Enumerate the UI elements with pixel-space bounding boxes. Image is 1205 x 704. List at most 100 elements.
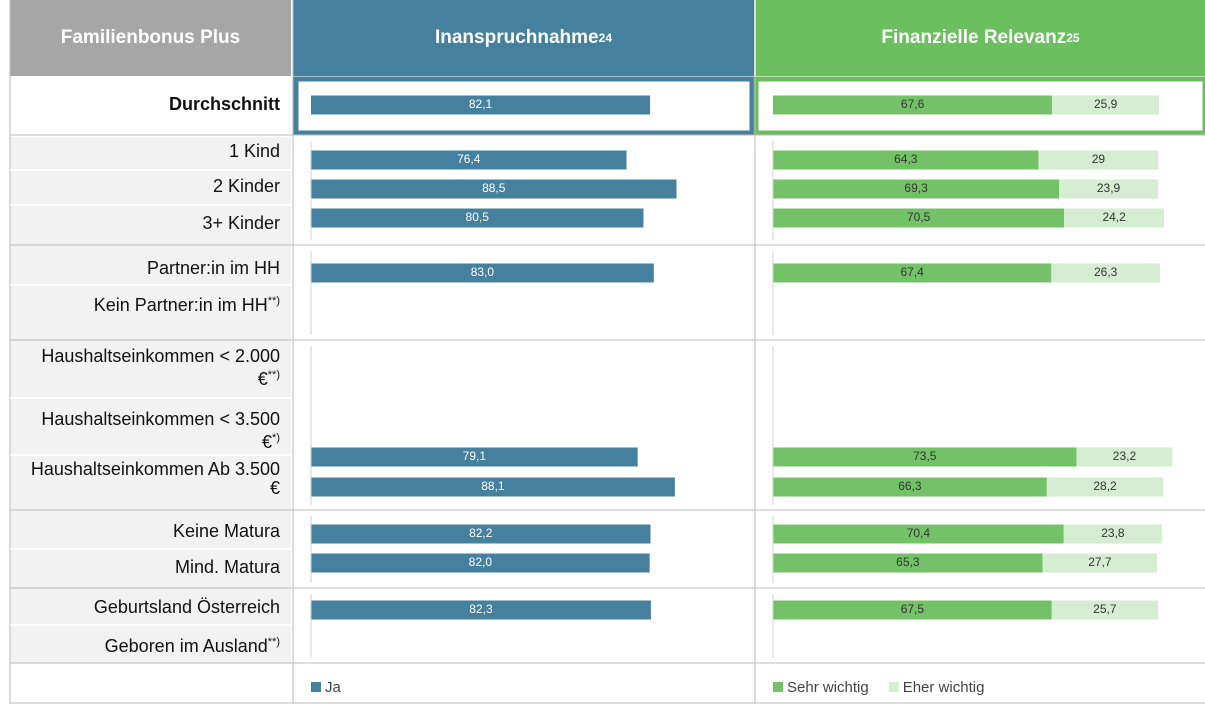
separators xyxy=(9,0,1205,704)
value-label: 82,1 xyxy=(469,97,493,111)
value-label: 29 xyxy=(1092,152,1106,166)
row-label-text: Haushaltseinkommen < 2.000 € xyxy=(41,346,280,389)
bar-segment xyxy=(1038,150,1159,170)
row-label-text: Geburtsland Österreich xyxy=(93,597,280,617)
bar-segment xyxy=(773,600,1052,620)
row-label: Geboren im Ausland**) xyxy=(20,633,280,656)
value-label: 67,6 xyxy=(901,97,925,111)
bar xyxy=(311,150,627,170)
row-label-note: **) xyxy=(267,636,280,648)
header-bg xyxy=(756,0,1205,76)
value-label: 27,7 xyxy=(1088,555,1112,569)
legend-label: Ja xyxy=(325,679,342,696)
bar xyxy=(311,447,638,467)
bar-segment xyxy=(773,477,1047,497)
value-label: 25,7 xyxy=(1093,602,1117,616)
bar-segment xyxy=(773,208,1065,228)
bar xyxy=(311,477,675,497)
row-label-text: Keine Matura xyxy=(172,521,280,541)
bar-segment xyxy=(1063,524,1163,544)
row-label-text: Haushaltseinkommen Ab 3.500 € xyxy=(30,459,280,498)
row-label: Haushaltseinkommen < 3.500 €*) xyxy=(20,410,280,452)
value-label: 79,1 xyxy=(463,449,487,463)
value-label: 70,5 xyxy=(907,210,931,224)
row-label-text: Durchschnitt xyxy=(168,94,280,114)
value-label: 24,2 xyxy=(1102,210,1126,224)
bar xyxy=(311,524,651,544)
legend-swatch xyxy=(888,682,899,692)
bar xyxy=(311,600,651,620)
highlight xyxy=(753,76,1205,136)
row-label: Haushaltseinkommen Ab 3.500 € xyxy=(20,460,280,498)
bar xyxy=(311,263,654,283)
row-label-text: Partner:in im HH xyxy=(146,258,280,278)
value-label: 82,3 xyxy=(469,602,493,616)
bar xyxy=(311,553,650,573)
value-label: 28,2 xyxy=(1093,479,1117,493)
row-label: 3+ Kinder xyxy=(20,214,280,233)
bar-segment xyxy=(1051,263,1160,283)
row-label: Partner:in im HH xyxy=(20,259,280,278)
row-label: Keine Matura xyxy=(20,522,280,541)
value-label: 23,8 xyxy=(1101,526,1125,540)
bar-segment xyxy=(1059,179,1158,199)
row-label: Geburtsland Österreich xyxy=(20,598,280,617)
bar-segment xyxy=(773,447,1077,467)
bar-segment xyxy=(1046,477,1164,497)
bar-segment xyxy=(1042,553,1158,573)
bar-segment xyxy=(773,179,1060,199)
value-label: 69,3 xyxy=(904,181,928,195)
row-label: Durchschnitt xyxy=(20,95,280,114)
bar-segment xyxy=(773,263,1052,283)
value-label: 80,5 xyxy=(466,210,490,224)
bar xyxy=(311,95,651,115)
value-label: 82,2 xyxy=(469,526,493,540)
bar-segment xyxy=(773,553,1043,573)
value-label: 67,5 xyxy=(901,602,925,616)
value-label: 88,1 xyxy=(481,479,505,493)
bar xyxy=(311,179,677,199)
value-label: 67,4 xyxy=(901,265,925,279)
row-label-text: 2 Kinder xyxy=(212,176,280,196)
value-label: 82,0 xyxy=(469,555,493,569)
value-label: 26,3 xyxy=(1094,265,1118,279)
row-label-text: 1 Kind xyxy=(228,141,280,161)
bar-segment xyxy=(1076,447,1173,467)
value-label: 83,0 xyxy=(471,265,495,279)
row-label-text: Kein Partner:in im HH xyxy=(93,295,268,315)
label-bg xyxy=(10,137,291,663)
value-label: 25,9 xyxy=(1094,97,1118,111)
legend-label: Eher wichtig xyxy=(903,679,985,696)
value-label: 23,9 xyxy=(1097,181,1121,195)
row-label: 2 Kinder xyxy=(20,177,280,196)
value-label: 70,4 xyxy=(907,526,931,540)
legend-swatch xyxy=(773,682,783,692)
bar-segment xyxy=(773,95,1053,115)
bar-segment xyxy=(773,524,1064,544)
row-label: Mind. Matura xyxy=(20,558,280,577)
highlight xyxy=(293,76,755,136)
bar-segment xyxy=(773,150,1039,170)
header-col1: Inanspruchnahme 24 xyxy=(434,27,612,48)
row-label: Kein Partner:in im HH**) xyxy=(80,292,280,315)
row-label-text: Mind. Matura xyxy=(174,557,280,577)
row-label: 1 Kind xyxy=(20,142,280,161)
header-bg xyxy=(10,0,291,76)
row-label-text: 3+ Kinder xyxy=(202,213,280,233)
value-label: 88,5 xyxy=(482,181,506,195)
row-label-note: **) xyxy=(267,295,280,307)
value-label: 73,5 xyxy=(913,449,937,463)
value-label: 64,3 xyxy=(894,152,918,166)
header-col2: Finanzielle Relevanz 25 xyxy=(881,27,1080,48)
row-label-text: Haushaltseinkommen < 3.500 € xyxy=(41,409,280,452)
header-label: Familienbonus Plus xyxy=(60,27,241,48)
bar xyxy=(311,208,644,228)
value-label: 23,2 xyxy=(1113,449,1137,463)
row-label-note: *) xyxy=(272,432,280,444)
row-lines xyxy=(10,169,291,626)
legend-swatch xyxy=(311,682,321,692)
value-label: 76,4 xyxy=(457,152,481,166)
value-label: 65,3 xyxy=(896,555,920,569)
legend-label: Sehr wichtig xyxy=(787,679,869,696)
